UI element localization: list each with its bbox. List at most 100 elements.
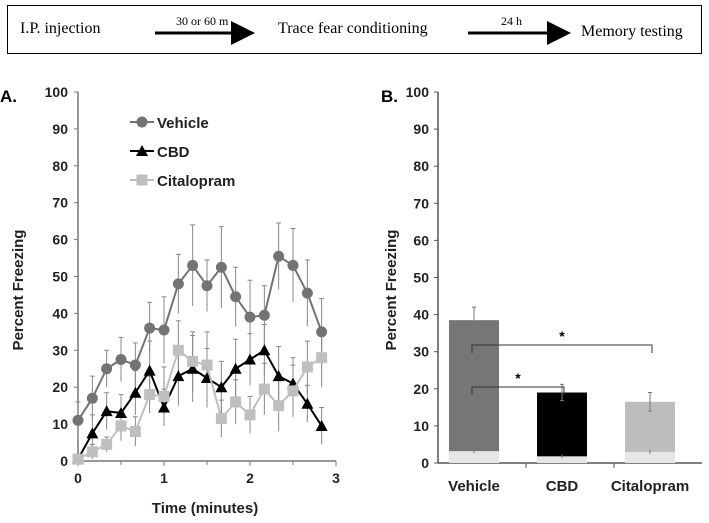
data-point-vehicle [158,324,170,336]
a-y-tick-label: 10 [52,416,68,432]
data-point-citalopram [115,420,127,432]
data-point-citalopram [230,396,242,408]
data-point-vehicle [287,259,299,271]
data-point-cbd [201,371,213,383]
baseline-bar-cbd [537,456,587,463]
data-point-citalopram [129,425,141,437]
a-x-tick-label: 3 [332,470,340,486]
a-y-tick-label: 70 [52,195,68,211]
data-point-vehicle [273,250,285,262]
data-point-vehicle [215,261,227,273]
data-point-citalopram [301,361,313,373]
legend-label-cbd: CBD [157,144,190,161]
a-y-tick-label: 100 [45,84,69,100]
step-memory-testing: Memory testing [581,23,683,40]
data-point-cbd [158,401,170,413]
data-point-citalopram [187,355,199,367]
significance-star: * [559,328,565,344]
data-point-cbd [272,370,285,382]
step-conditioning: Trace fear conditioning [278,20,428,37]
bar-cbd [537,392,587,463]
data-point-cbd [86,427,99,439]
a-x-tick-label: 2 [246,470,254,486]
data-point-cbd [100,405,113,417]
series-line-cbd [77,348,323,460]
data-point-vehicle [115,354,127,366]
data-point-vehicle [72,414,84,426]
data-point-citalopram [258,383,270,395]
b-y-axis-title: Percent Freezing [383,230,400,351]
data-point-cbd [301,397,314,409]
data-point-citalopram [316,352,328,364]
a-y-tick-label: 30 [52,342,68,358]
data-point-vehicle [144,322,156,334]
data-point-cbd [186,362,199,374]
data-point-vehicle [301,287,313,299]
a-x-tick-label: 0 [74,470,82,486]
data-point-citalopram [72,453,84,465]
data-point-vehicle [187,259,199,271]
data-point-cbd [129,386,142,398]
a-y-tick-label: 80 [52,158,68,174]
a-y-axis-title: Percent Freezing [10,230,27,351]
b-y-tick-label: 100 [406,84,430,100]
data-point-vehicle [230,291,242,303]
b-y-tick-label: 60 [413,232,429,248]
bar-vehicle [449,320,499,463]
b-y-tick-label: 70 [413,195,429,211]
data-point-cbd [229,362,242,374]
a-y-tick-label: 50 [52,269,68,285]
baseline-bar-vehicle [449,451,499,463]
data-point-vehicle [258,309,270,321]
data-point-citalopram [144,389,156,401]
a-x-axis-title: Time (minutes) [152,500,258,517]
b-x-tick-label: Citalopram [611,478,689,495]
b-y-tick-label: 50 [413,270,429,286]
significance-bracket [471,344,653,353]
data-point-vehicle [244,311,256,323]
data-point-cbd [143,364,156,376]
series-line-citalopram [77,348,323,461]
data-point-citalopram [201,359,213,371]
a-y-tick-label: 20 [52,379,68,395]
significance-bracket [471,386,565,395]
data-point-vehicle [86,392,98,404]
data-point-cbd [244,353,256,365]
data-point-citalopram [158,390,170,402]
data-point-cbd [315,419,328,431]
data-point-citalopram [287,385,299,397]
panel-b-label: B. [381,87,398,106]
legend-marker-citalopram [136,174,148,186]
data-point-cbd [215,381,228,393]
arrow-label-24h: 24 h [501,14,522,28]
data-point-vehicle [129,359,141,371]
legend-label-vehicle: Vehicle [157,115,209,132]
legend-label-citalopram: Citalopram [157,173,235,190]
data-point-citalopram [172,344,184,356]
b-x-tick-label: Vehicle [448,478,500,495]
data-point-vehicle [316,326,328,338]
data-point-cbd [172,370,185,382]
data-point-vehicle [201,280,213,292]
a-y-tick-label: 40 [52,305,68,321]
legend-marker-cbd [136,145,148,156]
procedure-timeline: I.P. injection 30 or 60 m Trace fear con… [7,5,702,54]
legend-marker-vehicle [136,116,148,128]
baseline-bar-citalopram [625,451,675,463]
a-y-tick-label: 60 [52,232,68,248]
a-x-tick-label: 1 [160,470,168,486]
panel-a-label: A. [0,87,17,106]
data-point-citalopram [86,446,98,458]
a-y-tick-label: 0 [60,453,68,469]
a-y-tick-label: 90 [52,121,68,137]
data-point-cbd [258,344,271,356]
b-y-tick-label: 20 [413,381,429,397]
b-y-tick-label: 10 [413,418,429,434]
b-y-tick-label: 40 [413,307,429,323]
significance-star: * [515,370,521,386]
series-line-vehicle [77,254,323,421]
data-point-citalopram [244,409,256,421]
data-point-vehicle [101,363,113,375]
b-y-tick-label: 90 [413,121,429,137]
